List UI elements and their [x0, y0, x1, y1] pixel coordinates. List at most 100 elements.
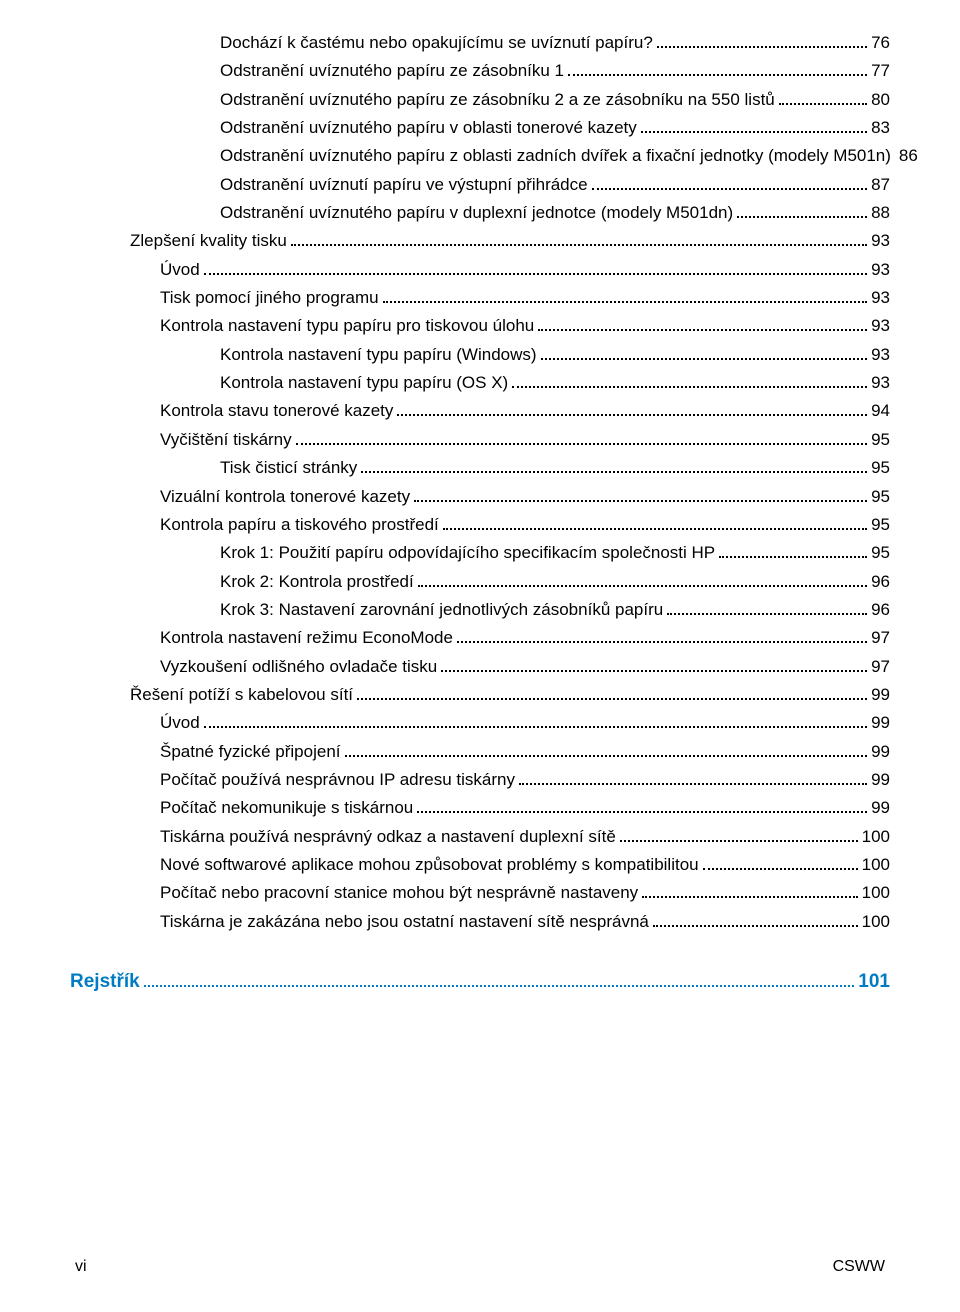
toc-title[interactable]: Krok 2: Kontrola prostředí [220, 569, 414, 595]
toc-title[interactable]: Dochází k častému nebo opakujícímu se uv… [220, 30, 653, 56]
toc-page-number[interactable]: 93 [871, 228, 890, 254]
toc-title[interactable]: Zlepšení kvality tisku [130, 228, 287, 254]
toc-page-link[interactable]: 95 [871, 515, 890, 534]
toc-title[interactable]: Krok 3: Nastavení zarovnání jednotlivých… [220, 597, 663, 623]
toc-title-link[interactable]: Nové softwarové aplikace mohou způsobova… [160, 855, 699, 874]
toc-page-number[interactable]: 100 [862, 909, 890, 935]
toc-page-number[interactable]: 86 [899, 143, 918, 169]
toc-title-link[interactable]: Úvod [160, 260, 200, 279]
toc-page-number[interactable]: 94 [871, 398, 890, 424]
toc-page-number[interactable]: 100 [862, 880, 890, 906]
toc-page-link[interactable]: 95 [871, 458, 890, 477]
toc-title-link[interactable]: Dochází k častému nebo opakujícímu se uv… [220, 33, 653, 52]
toc-page-number[interactable]: 100 [862, 824, 890, 850]
toc-page-link[interactable]: 96 [871, 572, 890, 591]
toc-page-link[interactable]: 86 [899, 146, 918, 165]
toc-page-number[interactable]: 99 [871, 795, 890, 821]
toc-page-link[interactable]: 80 [871, 90, 890, 109]
toc-page-link[interactable]: 94 [871, 401, 890, 420]
toc-title[interactable]: Kontrola nastavení typu papíru pro tisko… [160, 313, 534, 339]
toc-title-link[interactable]: Kontrola papíru a tiskového prostředí [160, 515, 439, 534]
toc-page-number[interactable]: 99 [871, 739, 890, 765]
toc-title-link[interactable]: Vyzkoušení odlišného ovladače tisku [160, 657, 437, 676]
toc-title[interactable]: Odstranění uvíznutého papíru ze zásobník… [220, 58, 564, 84]
toc-page-link[interactable]: 93 [871, 373, 890, 392]
toc-title-link[interactable]: Tisk čisticí stránky [220, 458, 357, 477]
toc-title-link[interactable]: Kontrola nastavení typu papíru pro tisko… [160, 316, 534, 335]
toc-title[interactable]: Kontrola papíru a tiskového prostředí [160, 512, 439, 538]
toc-title[interactable]: Odstranění uvíznutého papíru ze zásobník… [220, 87, 775, 113]
toc-title-link[interactable]: Kontrola nastavení typu papíru (OS X) [220, 373, 508, 392]
toc-page-number[interactable]: 95 [871, 427, 890, 453]
toc-title-link[interactable]: Počítač používá nesprávnou IP adresu tis… [160, 770, 515, 789]
toc-page-link[interactable]: 88 [871, 203, 890, 222]
toc-page-number[interactable]: 77 [871, 58, 890, 84]
toc-page-number[interactable]: 93 [871, 257, 890, 283]
toc-page-number[interactable]: 95 [871, 512, 890, 538]
toc-page-link[interactable]: 96 [871, 600, 890, 619]
toc-title[interactable]: Vyčištění tiskárny [160, 427, 292, 453]
toc-page-number[interactable]: 93 [871, 370, 890, 396]
toc-page-link[interactable]: 100 [862, 883, 890, 902]
toc-page-link[interactable]: 93 [871, 288, 890, 307]
toc-page-link[interactable]: 99 [871, 685, 890, 704]
toc-title-link[interactable]: Odstranění uvíznutí papíru ve výstupní p… [220, 175, 588, 194]
toc-page-link[interactable]: 100 [862, 912, 890, 931]
toc-title-link[interactable]: Vizuální kontrola tonerové kazety [160, 487, 410, 506]
toc-page-number[interactable]: 100 [862, 852, 890, 878]
toc-title[interactable]: Vizuální kontrola tonerové kazety [160, 484, 410, 510]
toc-title-link[interactable]: Kontrola nastavení režimu EconoMode [160, 628, 453, 647]
toc-title-link[interactable]: Odstranění uvíznutého papíru z oblasti z… [220, 146, 891, 165]
toc-title-link[interactable]: Krok 1: Použití papíru odpovídajícího sp… [220, 543, 715, 562]
toc-title-link[interactable]: Odstranění uvíznutého papíru ze zásobník… [220, 61, 564, 80]
toc-title[interactable]: Odstranění uvíznutí papíru ve výstupní p… [220, 172, 588, 198]
toc-title-link[interactable]: Krok 2: Kontrola prostředí [220, 572, 414, 591]
toc-title[interactable]: Kontrola nastavení typu papíru (Windows) [220, 342, 537, 368]
toc-title-link[interactable]: Počítač nekomunikuje s tiskárnou [160, 798, 413, 817]
toc-title-link[interactable]: Počítač nebo pracovní stanice mohou být … [160, 883, 638, 902]
toc-page-link[interactable]: 93 [871, 260, 890, 279]
toc-page-number[interactable]: 87 [871, 172, 890, 198]
toc-page-number[interactable]: 97 [871, 625, 890, 651]
toc-title[interactable]: Úvod [160, 710, 200, 736]
toc-page-link[interactable]: 93 [871, 316, 890, 335]
toc-page-number[interactable]: 99 [871, 767, 890, 793]
toc-title-link[interactable]: Tiskárna je zakázána nebo jsou ostatní n… [160, 912, 649, 931]
toc-title[interactable]: Odstranění uvíznutého papíru z oblasti z… [220, 143, 891, 169]
toc-title[interactable]: Kontrola nastavení režimu EconoMode [160, 625, 453, 651]
toc-page-number[interactable]: 99 [871, 710, 890, 736]
toc-page-link[interactable]: 87 [871, 175, 890, 194]
toc-title[interactable]: Počítač nebo pracovní stanice mohou být … [160, 880, 638, 906]
toc-page-number[interactable]: 93 [871, 342, 890, 368]
toc-title[interactable]: Tiskárna používá nesprávný odkaz a nasta… [160, 824, 616, 850]
toc-title[interactable]: Úvod [160, 257, 200, 283]
toc-page-number[interactable]: 95 [871, 455, 890, 481]
toc-page-number[interactable]: 76 [871, 30, 890, 56]
toc-title-link[interactable]: Odstranění uvíznutého papíru v duplexní … [220, 203, 733, 222]
toc-title-link[interactable]: Řešení potíží s kabelovou sítí [130, 685, 353, 704]
toc-page-number[interactable]: 80 [871, 87, 890, 113]
toc-title-link[interactable]: Úvod [160, 713, 200, 732]
toc-title[interactable]: Tisk pomocí jiného programu [160, 285, 379, 311]
toc-title-link[interactable]: Kontrola nastavení typu papíru (Windows) [220, 345, 537, 364]
toc-page-link[interactable]: 100 [862, 827, 890, 846]
toc-page-number[interactable]: 95 [871, 484, 890, 510]
toc-title[interactable]: Počítač používá nesprávnou IP adresu tis… [160, 767, 515, 793]
toc-title[interactable]: Krok 1: Použití papíru odpovídajícího sp… [220, 540, 715, 566]
index-link[interactable]: Rejstřík [70, 971, 140, 992]
toc-title[interactable]: Odstranění uvíznutého papíru v duplexní … [220, 200, 733, 226]
index-page-number[interactable]: 101 [858, 971, 890, 993]
toc-title[interactable]: Odstranění uvíznutého papíru v oblasti t… [220, 115, 637, 141]
toc-page-number[interactable]: 96 [871, 597, 890, 623]
toc-page-number[interactable]: 88 [871, 200, 890, 226]
toc-title[interactable]: Počítač nekomunikuje s tiskárnou [160, 795, 413, 821]
index-page-link[interactable]: 101 [858, 971, 890, 992]
toc-title[interactable]: Kontrola stavu tonerové kazety [160, 398, 393, 424]
toc-page-link[interactable]: 95 [871, 487, 890, 506]
toc-page-link[interactable]: 83 [871, 118, 890, 137]
toc-title-link[interactable]: Odstranění uvíznutého papíru ze zásobník… [220, 90, 775, 109]
toc-title-link[interactable]: Kontrola stavu tonerové kazety [160, 401, 393, 420]
toc-page-link[interactable]: 95 [871, 430, 890, 449]
toc-title[interactable]: Řešení potíží s kabelovou sítí [130, 682, 353, 708]
toc-title-link[interactable]: Zlepšení kvality tisku [130, 231, 287, 250]
